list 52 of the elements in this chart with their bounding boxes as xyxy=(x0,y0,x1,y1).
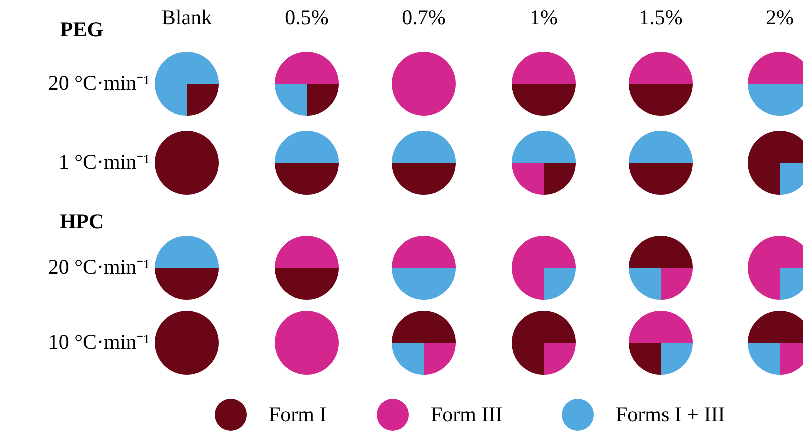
pie-slice xyxy=(512,84,576,116)
pie-slice xyxy=(629,131,693,163)
text: PEG xyxy=(60,18,104,42)
pie-slice xyxy=(307,84,339,116)
pie-slice xyxy=(155,236,219,268)
category-label: Forms I + III xyxy=(616,402,726,428)
pie-slice xyxy=(392,236,456,268)
pie-slice xyxy=(629,84,693,116)
pie-slice xyxy=(275,268,339,300)
pie-slice xyxy=(512,311,576,375)
text: 1.5% xyxy=(639,6,683,30)
text: 0.5% xyxy=(285,6,329,30)
pie-slice xyxy=(629,268,661,300)
pie-slice xyxy=(629,343,661,375)
pie-slice xyxy=(392,343,424,375)
pie-slice xyxy=(275,84,307,116)
pie-slice xyxy=(544,268,576,300)
text: 20 °C·min⁻¹ xyxy=(48,254,150,280)
text: 2% xyxy=(766,6,794,30)
pie-slice xyxy=(275,52,339,84)
pie-slice xyxy=(629,236,693,268)
text: 0.7% xyxy=(402,6,446,30)
text: 1% xyxy=(530,6,558,30)
pie-slice xyxy=(661,343,693,375)
pie-slice xyxy=(629,163,693,195)
text: 20 °C·min⁻¹ xyxy=(48,70,150,96)
pie-slice xyxy=(392,163,456,195)
category-label: Form III xyxy=(431,402,503,428)
pie-slice xyxy=(392,268,456,300)
pie-slice xyxy=(512,131,576,163)
pie-slice xyxy=(424,343,456,375)
pie-slice xyxy=(512,52,576,84)
pie-slice xyxy=(512,163,544,195)
pie-slice xyxy=(629,52,693,84)
text: 1 °C·min⁻¹ xyxy=(58,149,150,175)
text: HPC xyxy=(60,210,104,234)
pie-slice xyxy=(275,236,339,268)
pie-slice xyxy=(512,236,576,300)
pie-slice xyxy=(275,163,339,195)
pie-slice xyxy=(392,311,456,343)
pie-slice xyxy=(155,52,219,116)
text: 10 °C·min⁻¹ xyxy=(48,329,150,355)
pie-slice xyxy=(275,131,339,163)
pie-slice xyxy=(544,343,576,375)
pie-slice xyxy=(155,268,219,300)
pie-slice xyxy=(629,311,693,343)
text: Blank xyxy=(162,6,212,30)
pie-slice xyxy=(187,84,219,116)
category-label: Form I xyxy=(269,402,327,428)
pie-slice xyxy=(392,131,456,163)
pie-slice xyxy=(544,163,576,195)
pie-slice xyxy=(661,268,693,300)
